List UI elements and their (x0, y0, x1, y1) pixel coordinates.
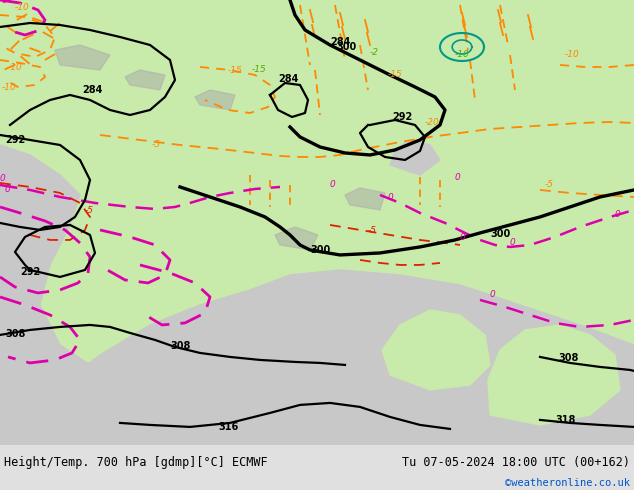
Text: 0: 0 (510, 238, 515, 247)
Text: 292: 292 (5, 135, 25, 145)
Polygon shape (17, 20, 53, 40)
Polygon shape (0, 270, 634, 445)
Text: 0: 0 (460, 233, 466, 242)
Text: 300: 300 (336, 42, 356, 52)
Text: 284: 284 (82, 85, 102, 95)
Polygon shape (195, 90, 235, 110)
Text: 0: 0 (455, 173, 461, 182)
Text: 0: 0 (490, 290, 496, 299)
Text: -10: -10 (455, 50, 470, 59)
Text: ©weatheronline.co.uk: ©weatheronline.co.uk (505, 478, 630, 488)
Text: -5: -5 (85, 206, 94, 215)
Polygon shape (488, 325, 620, 425)
Text: -10: -10 (15, 3, 30, 12)
Polygon shape (390, 140, 440, 175)
Text: 0: 0 (615, 210, 621, 219)
Text: -15: -15 (388, 70, 403, 79)
Polygon shape (345, 188, 385, 210)
Text: 284: 284 (278, 74, 299, 84)
Text: 292: 292 (392, 112, 412, 122)
Text: 316: 316 (218, 422, 238, 432)
Polygon shape (250, 355, 450, 410)
Polygon shape (275, 227, 318, 250)
Polygon shape (55, 45, 110, 70)
Text: -5: -5 (545, 180, 554, 189)
Text: Tu 07-05-2024 18:00 UTC (00+162): Tu 07-05-2024 18:00 UTC (00+162) (402, 456, 630, 469)
Text: 0: 0 (330, 180, 336, 189)
Text: 300: 300 (310, 245, 330, 255)
Polygon shape (125, 70, 165, 90)
Polygon shape (43, 32, 67, 48)
Polygon shape (0, 145, 100, 445)
Text: -5: -5 (152, 140, 161, 149)
Text: 308: 308 (558, 353, 578, 363)
Polygon shape (382, 310, 490, 390)
Text: 300: 300 (490, 229, 510, 239)
Text: 0: 0 (388, 193, 394, 202)
Text: -10: -10 (565, 50, 579, 59)
Text: 284: 284 (330, 37, 351, 47)
Text: 0: 0 (0, 174, 6, 183)
Text: -15: -15 (228, 66, 243, 75)
Text: Height/Temp. 700 hPa [gdmp][°C] ECMWF: Height/Temp. 700 hPa [gdmp][°C] ECMWF (4, 456, 268, 469)
Text: -10: -10 (2, 83, 16, 92)
Text: 0: 0 (2, 0, 8, 5)
Text: -20: -20 (425, 118, 440, 127)
Text: 308: 308 (5, 329, 25, 339)
Text: 308: 308 (170, 341, 190, 351)
Polygon shape (438, 0, 490, 30)
Text: -15: -15 (252, 65, 267, 74)
Text: 292: 292 (20, 267, 40, 277)
Polygon shape (480, 130, 535, 170)
Text: -2: -2 (370, 48, 379, 57)
Polygon shape (5, 8, 35, 22)
Text: -5: -5 (368, 226, 377, 235)
Text: 0: 0 (5, 185, 11, 194)
Text: -10: -10 (8, 63, 23, 72)
Text: 318: 318 (555, 415, 576, 425)
